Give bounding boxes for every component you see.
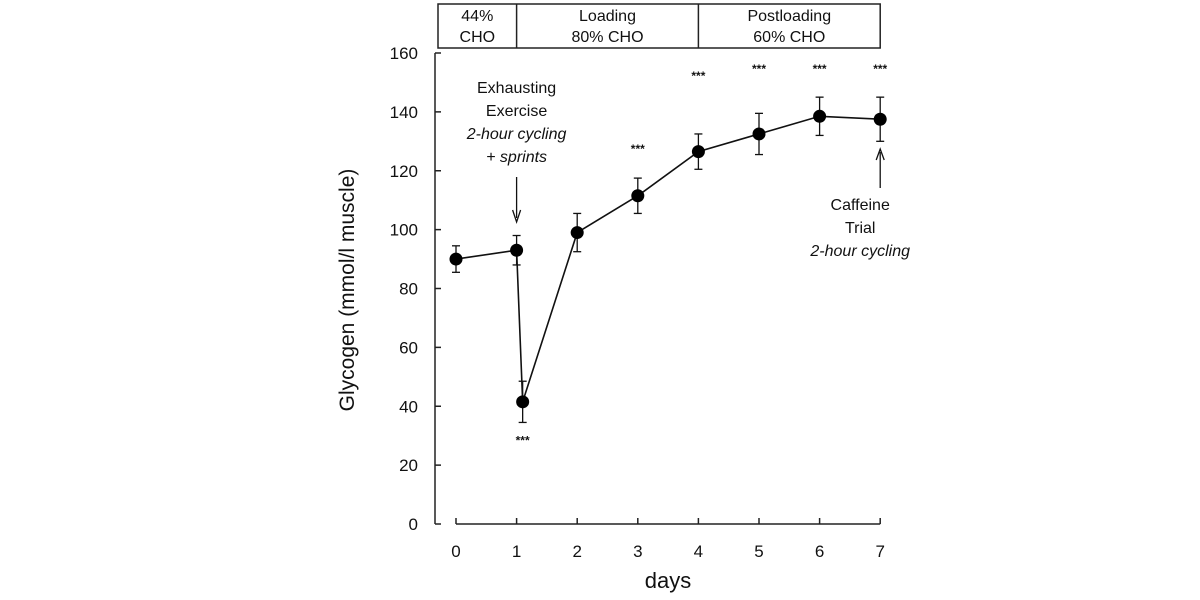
axes: 0 20 40 60 80 100 120 140 160 0 1 2 3 4 5 6 7 bbox=[390, 44, 885, 561]
phase-label: 80% CHO bbox=[571, 29, 643, 46]
y-tick-label: 60 bbox=[399, 338, 418, 357]
diet-phase-box: 44% CHO Loading 80% CHO Postloading 60% CHO bbox=[437, 3, 881, 49]
y-tick-label: 120 bbox=[390, 162, 418, 181]
significance-marker: *** bbox=[516, 433, 530, 447]
data-point bbox=[691, 145, 705, 159]
data-point bbox=[752, 127, 766, 141]
annotation-text: Caffeine bbox=[831, 197, 890, 214]
phase-label: 44% bbox=[461, 8, 493, 25]
phase-label: 60% CHO bbox=[753, 29, 825, 46]
x-tick-label: 1 bbox=[512, 542, 521, 561]
significance-marker: *** bbox=[752, 62, 766, 76]
annotation-text: Trial bbox=[845, 220, 876, 237]
y-tick-label: 100 bbox=[390, 221, 418, 240]
significance-marker: *** bbox=[631, 142, 645, 156]
y-tick-label: 140 bbox=[390, 103, 418, 122]
data-point bbox=[516, 395, 530, 409]
y-tick-label: 40 bbox=[399, 397, 418, 416]
significance-marker: *** bbox=[813, 62, 827, 76]
y-tick-label: 0 bbox=[409, 515, 418, 534]
data-marks: *** *** *** *** *** *** bbox=[449, 62, 888, 447]
data-point bbox=[873, 112, 887, 126]
annotations: Exhausting Exercise 2-hour cycling + sprint… bbox=[466, 80, 910, 260]
phase-label: Postloading bbox=[747, 8, 831, 25]
x-tick-label: 0 bbox=[451, 542, 460, 561]
x-tick-label: 5 bbox=[754, 542, 763, 561]
x-tick-label: 7 bbox=[875, 542, 884, 561]
data-point bbox=[813, 109, 827, 123]
y-axis-label: Glycogen (mmol/l muscle) bbox=[336, 169, 359, 412]
annotation-text: + sprints bbox=[486, 149, 547, 166]
arrow-head bbox=[511, 209, 522, 225]
y-tick-label: 160 bbox=[390, 44, 418, 63]
x-tick-label: 3 bbox=[633, 542, 642, 561]
data-point bbox=[570, 226, 584, 240]
significance-marker: *** bbox=[691, 69, 705, 83]
annotation-text: 2-hour cycling bbox=[466, 126, 567, 143]
annotation-text: 2-hour cycling bbox=[809, 243, 910, 260]
y-tick-label: 20 bbox=[399, 456, 418, 475]
x-axis-label: days bbox=[645, 568, 691, 593]
arrow-head bbox=[875, 147, 885, 161]
annotation-text: Exhausting bbox=[477, 80, 556, 97]
significance-marker: *** bbox=[873, 62, 887, 76]
data-point bbox=[510, 243, 524, 257]
y-tick-label: 80 bbox=[399, 280, 418, 299]
phase-label: CHO bbox=[460, 29, 496, 46]
x-tick-label: 4 bbox=[694, 542, 703, 561]
x-tick-label: 2 bbox=[572, 542, 581, 561]
phase-box-frame bbox=[437, 3, 881, 49]
data-point bbox=[449, 252, 463, 266]
data-point bbox=[631, 189, 645, 203]
x-tick-label: 6 bbox=[815, 542, 824, 561]
phase-label: Loading bbox=[579, 8, 636, 25]
annotation-text: Exercise bbox=[486, 103, 547, 120]
